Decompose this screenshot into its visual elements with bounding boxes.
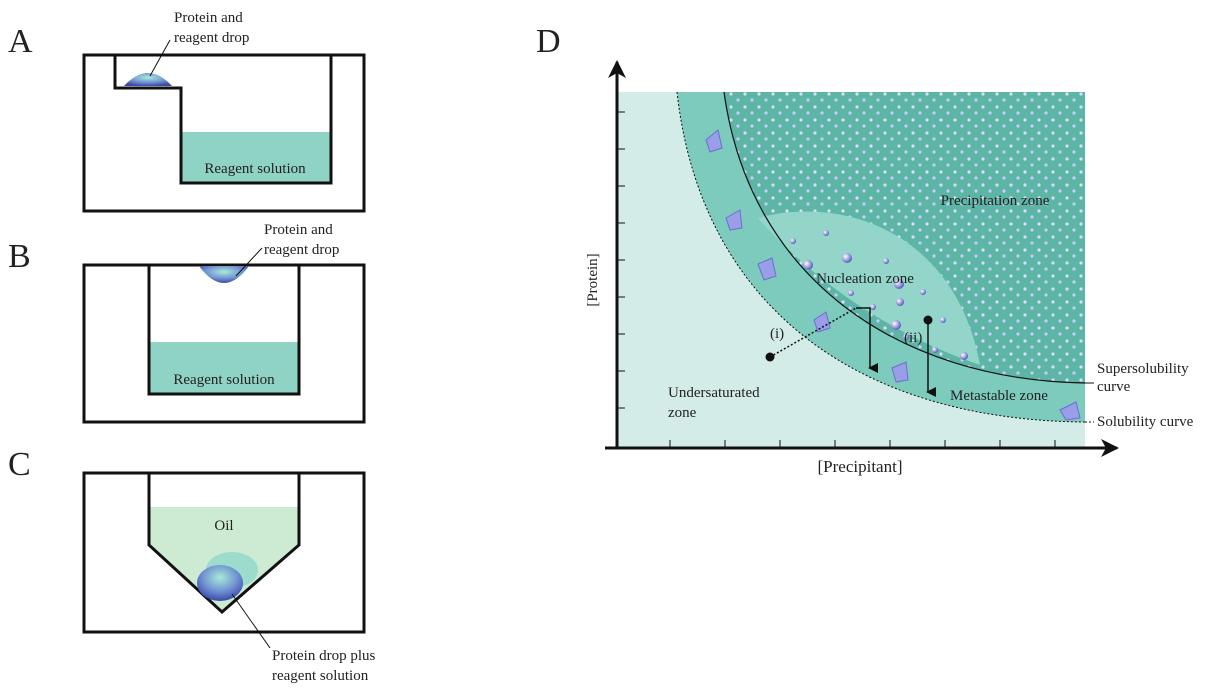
solution-label: Reagent solution [173, 372, 275, 388]
drop-label: Protein and [174, 10, 243, 26]
start-point [924, 316, 933, 325]
zone-label: zone [668, 405, 697, 421]
path-label: (i) [770, 326, 784, 342]
y-axis-label: [Protein] [585, 253, 601, 306]
pointer [236, 248, 262, 276]
panel-c: C Oil Protein drop plus reagent solution [8, 446, 375, 684]
panel-label: B [8, 238, 31, 275]
figure: A Protein and reagent drop Reagent solut… [0, 0, 1228, 687]
panel-d: D [Protein] [Precipitant] Precipitation … [536, 23, 1194, 476]
panel-a: A Protein and reagent drop Reagent solut… [8, 10, 364, 211]
panel-label: D [536, 23, 561, 60]
start-point [766, 353, 775, 362]
drop-label: Protein drop plus [272, 648, 375, 664]
x-axis-label: [Precipitant] [818, 457, 903, 476]
curve-label: curve [1097, 379, 1131, 395]
zone-label: Precipitation zone [941, 193, 1050, 209]
curve-label: Supersolubility [1097, 361, 1189, 377]
drop-label: reagent drop [174, 30, 249, 46]
oil-label: Oil [214, 518, 233, 534]
curve-label: Solubility curve [1097, 414, 1194, 430]
panel-b: B Protein and reagent drop Reagent solut… [8, 222, 364, 422]
path-label: (ii) [904, 330, 922, 346]
drop [124, 73, 172, 86]
solution-label: Reagent solution [204, 161, 306, 177]
zone-label: Undersaturated [668, 385, 760, 401]
panel-label: C [8, 446, 31, 483]
drop-label: Protein and [264, 222, 333, 238]
zone-label: Nucleation zone [816, 271, 914, 287]
drop [197, 565, 243, 601]
pointer [150, 40, 170, 76]
drop-label: reagent drop [264, 242, 339, 258]
zone-label: Metastable zone [950, 388, 1048, 404]
pointer [232, 594, 270, 648]
drop [199, 266, 249, 283]
panel-label: A [8, 23, 33, 60]
drop-label: reagent solution [272, 668, 369, 684]
